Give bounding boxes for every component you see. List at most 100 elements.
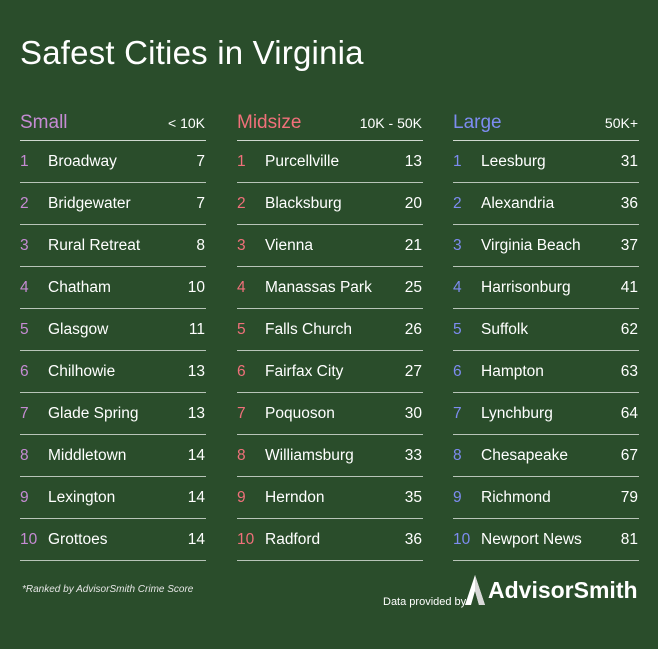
table-row: 5 Glasgow 11: [20, 309, 206, 351]
rank-number: 8: [237, 446, 246, 464]
city-name: Virginia Beach: [481, 236, 581, 254]
column-header: Small < 10K: [20, 112, 206, 141]
crime-score: 10: [187, 278, 205, 296]
city-name: Broadway: [48, 152, 117, 170]
rank-number: 6: [453, 362, 462, 380]
table-row: 1 Purcellville 13: [237, 141, 423, 183]
rank-number: 3: [237, 236, 246, 254]
table-row: 1 Leesburg 31: [453, 141, 639, 183]
table-row: 8 Middletown 14: [20, 435, 206, 477]
rank-number: 4: [20, 278, 29, 296]
city-name: Leesburg: [481, 152, 546, 170]
city-name: Purcellville: [265, 152, 340, 170]
table-row: 2 Blacksburg 20: [237, 183, 423, 225]
rank-number: 5: [453, 320, 462, 338]
rank-number: 9: [20, 488, 29, 506]
column-name: Midsize: [237, 112, 302, 133]
rank-number: 7: [237, 404, 246, 422]
crime-score: 37: [620, 236, 638, 254]
rank-number: 2: [453, 194, 462, 212]
crime-score: 14: [187, 488, 205, 506]
crime-score: 21: [404, 236, 422, 254]
city-name: Radford: [265, 530, 321, 548]
table-row: 10 Radford 36: [237, 519, 423, 561]
table-row: 4 Harrisonburg 41: [453, 267, 639, 309]
city-name: Fairfax City: [265, 362, 344, 380]
crime-score: 27: [404, 362, 422, 380]
crime-score: 13: [187, 362, 205, 380]
table-row: 2 Alexandria 36: [453, 183, 639, 225]
column-small: Small < 10K 1 Broadway 7 2 Bridgewater 7 3 Rura…: [20, 112, 206, 561]
column-name: Small: [20, 112, 68, 133]
table-row: 6 Hampton 63: [453, 351, 639, 393]
city-name: Herndon: [265, 488, 325, 506]
crime-score: 14: [187, 446, 205, 464]
city-name: Middletown: [48, 446, 127, 464]
rank-number: 10: [20, 530, 38, 548]
rank-number: 4: [453, 278, 462, 296]
city-name: Blacksburg: [265, 194, 342, 212]
advisorsmith-logo: AdvisorSmith: [464, 574, 638, 606]
rank-number: 3: [20, 236, 29, 254]
page-title: Safest Cities in Virginia: [20, 34, 364, 71]
table-row: 8 Chesapeake 67: [453, 435, 639, 477]
rank-number: 3: [453, 236, 462, 254]
rank-number: 8: [20, 446, 29, 464]
rank-number: 10: [453, 530, 471, 548]
advisorsmith-logo-icon: [465, 575, 485, 605]
column-range: 10K - 50K: [359, 115, 422, 131]
rank-number: 5: [237, 320, 246, 338]
rank-number: 9: [237, 488, 246, 506]
logo-text: AdvisorSmith: [488, 576, 638, 603]
city-name: Grottoes: [48, 530, 108, 548]
city-name: Chatham: [48, 278, 111, 296]
table-row: 3 Vienna 21: [237, 225, 423, 267]
table-row: 4 Chatham 10: [20, 267, 206, 309]
city-name: Hampton: [481, 362, 544, 380]
city-name: Newport News: [481, 530, 582, 548]
city-name: Lexington: [48, 488, 116, 506]
crime-score: 81: [620, 530, 638, 548]
city-name: Manassas Park: [265, 278, 372, 296]
table-row: 7 Poquoson 30: [237, 393, 423, 435]
city-name: Bridgewater: [48, 194, 131, 212]
table-row: 4 Manassas Park 25: [237, 267, 423, 309]
rank-number: 5: [20, 320, 29, 338]
city-name: Chesapeake: [481, 446, 569, 464]
table-row: 6 Fairfax City 27: [237, 351, 423, 393]
column-header: Large 50K+: [453, 112, 639, 141]
city-name: Suffolk: [481, 320, 529, 338]
crime-score: 13: [404, 152, 422, 170]
crime-score: 41: [620, 278, 638, 296]
table-row: 1 Broadway 7: [20, 141, 206, 183]
crime-score: 25: [404, 278, 422, 296]
table-row: 5 Falls Church 26: [237, 309, 423, 351]
city-name: Chilhowie: [48, 362, 116, 380]
rank-number: 8: [453, 446, 462, 464]
crime-score: 20: [404, 194, 422, 212]
city-name: Poquoson: [265, 404, 335, 422]
crime-score: 36: [620, 194, 638, 212]
crime-score: 62: [620, 320, 638, 338]
column-range: < 10K: [168, 115, 205, 131]
table-row: 8 Williamsburg 33: [237, 435, 423, 477]
table-row: 6 Chilhowie 13: [20, 351, 206, 393]
crime-score: 64: [620, 404, 638, 422]
crime-score: 36: [404, 530, 422, 548]
city-name: Richmond: [481, 488, 551, 506]
rank-number: 7: [20, 404, 29, 422]
table-row: 7 Glade Spring 13: [20, 393, 206, 435]
column-midsize: Midsize 10K - 50K 1 Purcellville 13 2 Blacks…: [237, 112, 423, 561]
city-name: Falls Church: [265, 320, 352, 338]
rank-number: 2: [20, 194, 29, 212]
crime-score: 30: [404, 404, 422, 422]
table-row: 3 Virginia Beach 37: [453, 225, 639, 267]
crime-score: 14: [187, 530, 205, 548]
table-row: 9 Herndon 35: [237, 477, 423, 519]
crime-score: 8: [196, 236, 205, 254]
column-header: Midsize 10K - 50K: [237, 112, 423, 141]
crime-score: 79: [620, 488, 638, 506]
rank-number: 9: [453, 488, 462, 506]
crime-score: 33: [404, 446, 422, 464]
table-row: 10 Newport News 81: [453, 519, 639, 561]
